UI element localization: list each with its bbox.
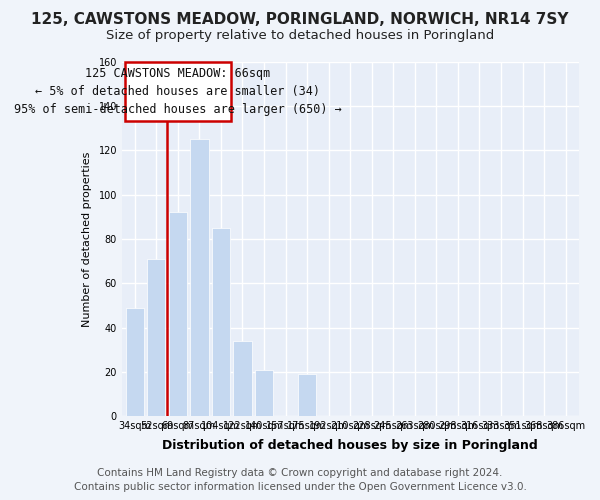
Text: Contains HM Land Registry data © Crown copyright and database right 2024.
Contai: Contains HM Land Registry data © Crown c…	[74, 468, 526, 492]
Bar	[298, 374, 316, 416]
Text: 125, CAWSTONS MEADOW, PORINGLAND, NORWICH, NR14 7SY: 125, CAWSTONS MEADOW, PORINGLAND, NORWIC…	[31, 12, 569, 28]
Bar	[233, 341, 251, 416]
Bar	[169, 212, 187, 416]
Bar	[255, 370, 273, 416]
Bar	[125, 308, 144, 416]
Y-axis label: Number of detached properties: Number of detached properties	[82, 151, 92, 326]
Bar	[212, 228, 230, 416]
X-axis label: Distribution of detached houses by size in Poringland: Distribution of detached houses by size …	[163, 440, 538, 452]
Text: Size of property relative to detached houses in Poringland: Size of property relative to detached ho…	[106, 29, 494, 42]
FancyBboxPatch shape	[125, 62, 230, 122]
Bar	[190, 139, 209, 416]
Bar	[147, 259, 166, 416]
Text: 125 CAWSTONS MEADOW: 66sqm
← 5% of detached houses are smaller (34)
95% of semi-: 125 CAWSTONS MEADOW: 66sqm ← 5% of detac…	[14, 67, 342, 116]
